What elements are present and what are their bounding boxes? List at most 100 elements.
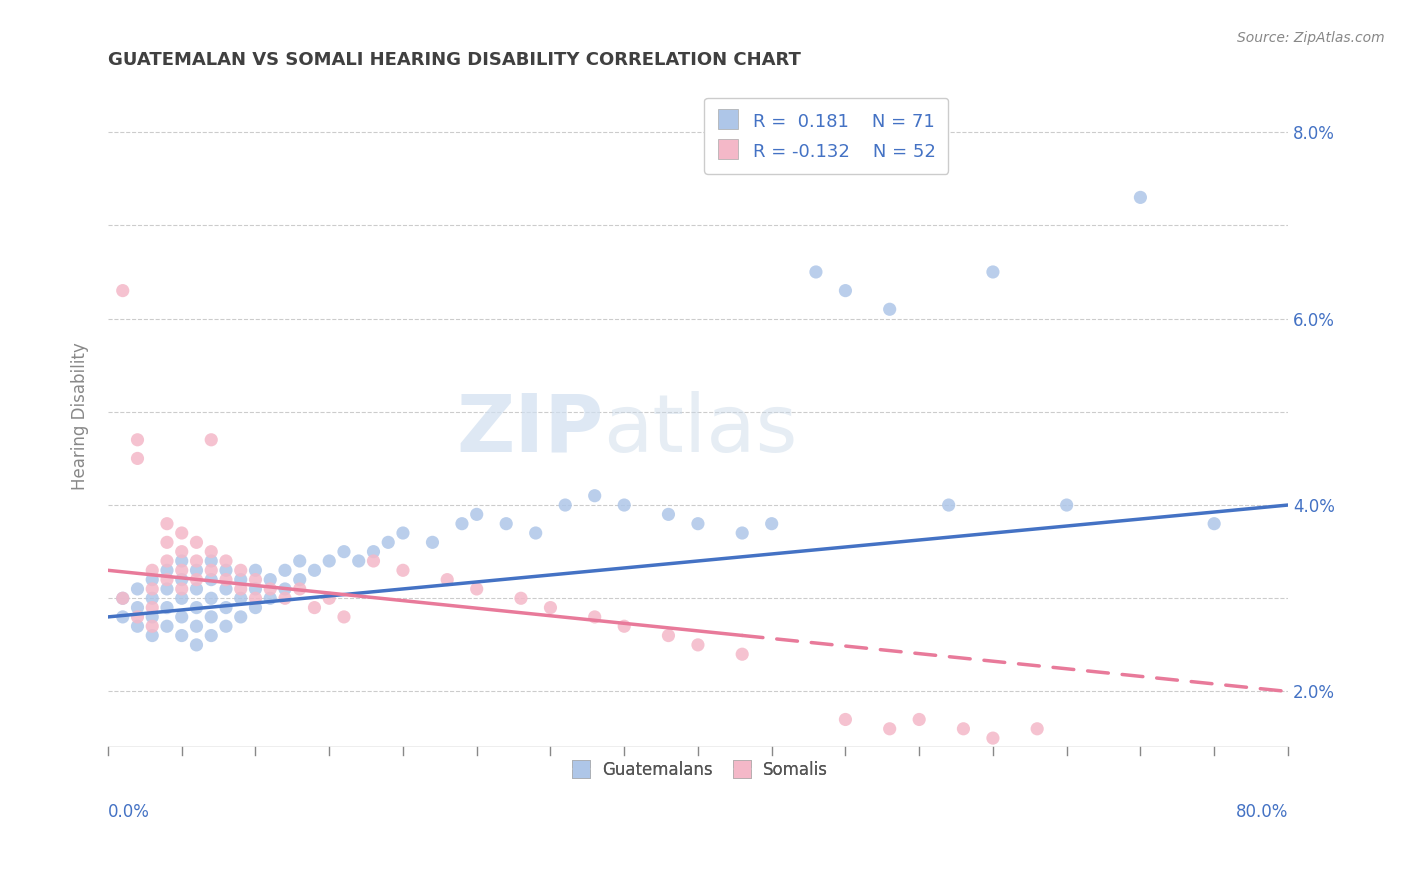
Point — [583, 489, 606, 503]
Point — [804, 265, 827, 279]
Point — [657, 629, 679, 643]
Point — [1129, 190, 1152, 204]
Point — [141, 610, 163, 624]
Point — [229, 573, 252, 587]
Point — [834, 713, 856, 727]
Point — [127, 600, 149, 615]
Point — [127, 610, 149, 624]
Point — [259, 591, 281, 606]
Point — [215, 619, 238, 633]
Point — [200, 554, 222, 568]
Point — [1204, 516, 1226, 531]
Point — [1056, 498, 1078, 512]
Point — [170, 554, 193, 568]
Point — [229, 563, 252, 577]
Point — [156, 516, 179, 531]
Point — [422, 535, 444, 549]
Point — [274, 591, 297, 606]
Point — [731, 647, 754, 661]
Text: Source: ZipAtlas.com: Source: ZipAtlas.com — [1237, 31, 1385, 45]
Point — [200, 610, 222, 624]
Point — [229, 582, 252, 596]
Point — [215, 573, 238, 587]
Point — [363, 554, 385, 568]
Y-axis label: Hearing Disability: Hearing Disability — [72, 343, 89, 491]
Point — [288, 573, 311, 587]
Point — [304, 600, 326, 615]
Point — [186, 554, 208, 568]
Point — [465, 508, 488, 522]
Point — [186, 563, 208, 577]
Point — [170, 573, 193, 587]
Point — [170, 591, 193, 606]
Point — [879, 302, 901, 317]
Point — [186, 600, 208, 615]
Point — [200, 629, 222, 643]
Point — [156, 582, 179, 596]
Point — [318, 554, 340, 568]
Text: ZIP: ZIP — [457, 391, 603, 468]
Point — [141, 591, 163, 606]
Point — [938, 498, 960, 512]
Point — [524, 526, 547, 541]
Point — [111, 591, 134, 606]
Point — [170, 629, 193, 643]
Point — [111, 610, 134, 624]
Point — [318, 591, 340, 606]
Point — [141, 619, 163, 633]
Point — [304, 563, 326, 577]
Point — [465, 582, 488, 596]
Point — [495, 516, 517, 531]
Point — [377, 535, 399, 549]
Point — [111, 591, 134, 606]
Point — [141, 582, 163, 596]
Point — [392, 563, 415, 577]
Text: atlas: atlas — [603, 391, 799, 468]
Point — [156, 573, 179, 587]
Point — [1026, 722, 1049, 736]
Point — [259, 573, 281, 587]
Point — [127, 451, 149, 466]
Point — [186, 582, 208, 596]
Point — [288, 554, 311, 568]
Point — [200, 573, 222, 587]
Point — [111, 284, 134, 298]
Point — [274, 582, 297, 596]
Point — [127, 619, 149, 633]
Point — [554, 498, 576, 512]
Point — [510, 591, 533, 606]
Text: GUATEMALAN VS SOMALI HEARING DISABILITY CORRELATION CHART: GUATEMALAN VS SOMALI HEARING DISABILITY … — [108, 51, 801, 69]
Point — [347, 554, 370, 568]
Point — [229, 591, 252, 606]
Point — [127, 582, 149, 596]
Point — [200, 544, 222, 558]
Point — [141, 573, 163, 587]
Point — [392, 526, 415, 541]
Legend: Guatemalans, Somalis: Guatemalans, Somalis — [562, 754, 834, 786]
Point — [333, 544, 356, 558]
Point — [170, 582, 193, 596]
Point — [657, 508, 679, 522]
Point — [156, 563, 179, 577]
Point — [245, 582, 267, 596]
Point — [156, 535, 179, 549]
Point — [436, 573, 458, 587]
Point — [200, 591, 222, 606]
Point — [141, 600, 163, 615]
Point — [259, 582, 281, 596]
Point — [274, 563, 297, 577]
Point — [200, 563, 222, 577]
Point — [245, 573, 267, 587]
Point — [170, 610, 193, 624]
Point — [141, 563, 163, 577]
Point — [686, 638, 709, 652]
Point — [156, 554, 179, 568]
Point — [731, 526, 754, 541]
Point — [215, 600, 238, 615]
Point — [834, 284, 856, 298]
Point — [613, 498, 636, 512]
Point — [540, 600, 562, 615]
Point — [127, 433, 149, 447]
Point — [245, 591, 267, 606]
Point — [908, 713, 931, 727]
